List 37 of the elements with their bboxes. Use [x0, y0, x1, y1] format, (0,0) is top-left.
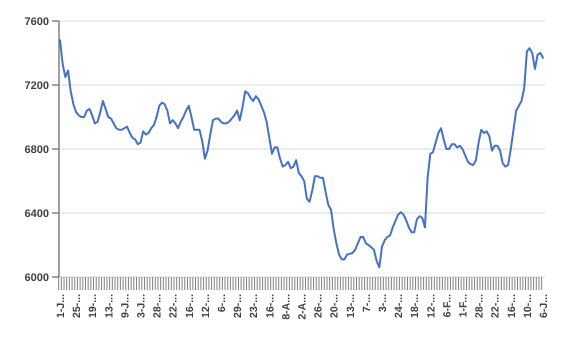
y-tick-label: 7600: [24, 16, 49, 28]
x-tick-label: 6-J...: [538, 294, 550, 318]
x-tick-label: 13-...: [103, 294, 116, 318]
x-tick-label: 2-A...: [296, 294, 308, 320]
x-tick-label: 22-...: [490, 294, 502, 318]
x-tick-label: 28-...: [474, 294, 486, 318]
line-series: [59, 39, 544, 268]
x-tick-label: 24-...: [393, 294, 406, 318]
x-tick-label: 6-...: [216, 294, 228, 312]
x-tick-label: 1-F...: [458, 294, 470, 318]
x-tick-label: 3-J...: [136, 294, 148, 318]
x-tick-label: 23-...: [248, 294, 260, 318]
x-tick-label: 13-...: [344, 294, 357, 318]
y-tick-label: 6000: [24, 272, 49, 284]
x-tick-label: 8-A...: [280, 294, 292, 320]
x-tick-label: 12-...: [425, 294, 438, 318]
x-tick-label: 9-J...: [119, 294, 132, 318]
x-tick-label: 20-...: [328, 294, 341, 318]
x-tick-label: 3-...: [377, 294, 389, 312]
x-tick-label: 16-...: [506, 294, 518, 318]
x-tick-label: 10-...: [522, 294, 534, 318]
x-tick-label: 1-J...: [55, 294, 67, 318]
x-tick-label: 16-...: [264, 294, 276, 318]
x-tick-label: 7-...: [360, 294, 373, 312]
x-tick-label: 18-...: [409, 294, 422, 318]
x-tick-label: 16-...: [184, 294, 196, 318]
x-tick-label: 6-F...: [441, 294, 454, 318]
x-tick-label: 12-...: [200, 294, 212, 318]
x-tick-label: 26-...: [312, 294, 325, 318]
x-tick-label: 25-...: [71, 294, 84, 318]
x-tick-label: 19-...: [87, 294, 100, 318]
x-tick-label: 22-...: [168, 294, 180, 318]
y-tick-label: 7200: [24, 80, 49, 92]
x-tick-label: 29-...: [232, 294, 244, 318]
y-tick-label: 6400: [24, 208, 49, 220]
x-tick-label: 28-...: [152, 294, 164, 318]
y-tick-label: 6800: [24, 144, 49, 156]
